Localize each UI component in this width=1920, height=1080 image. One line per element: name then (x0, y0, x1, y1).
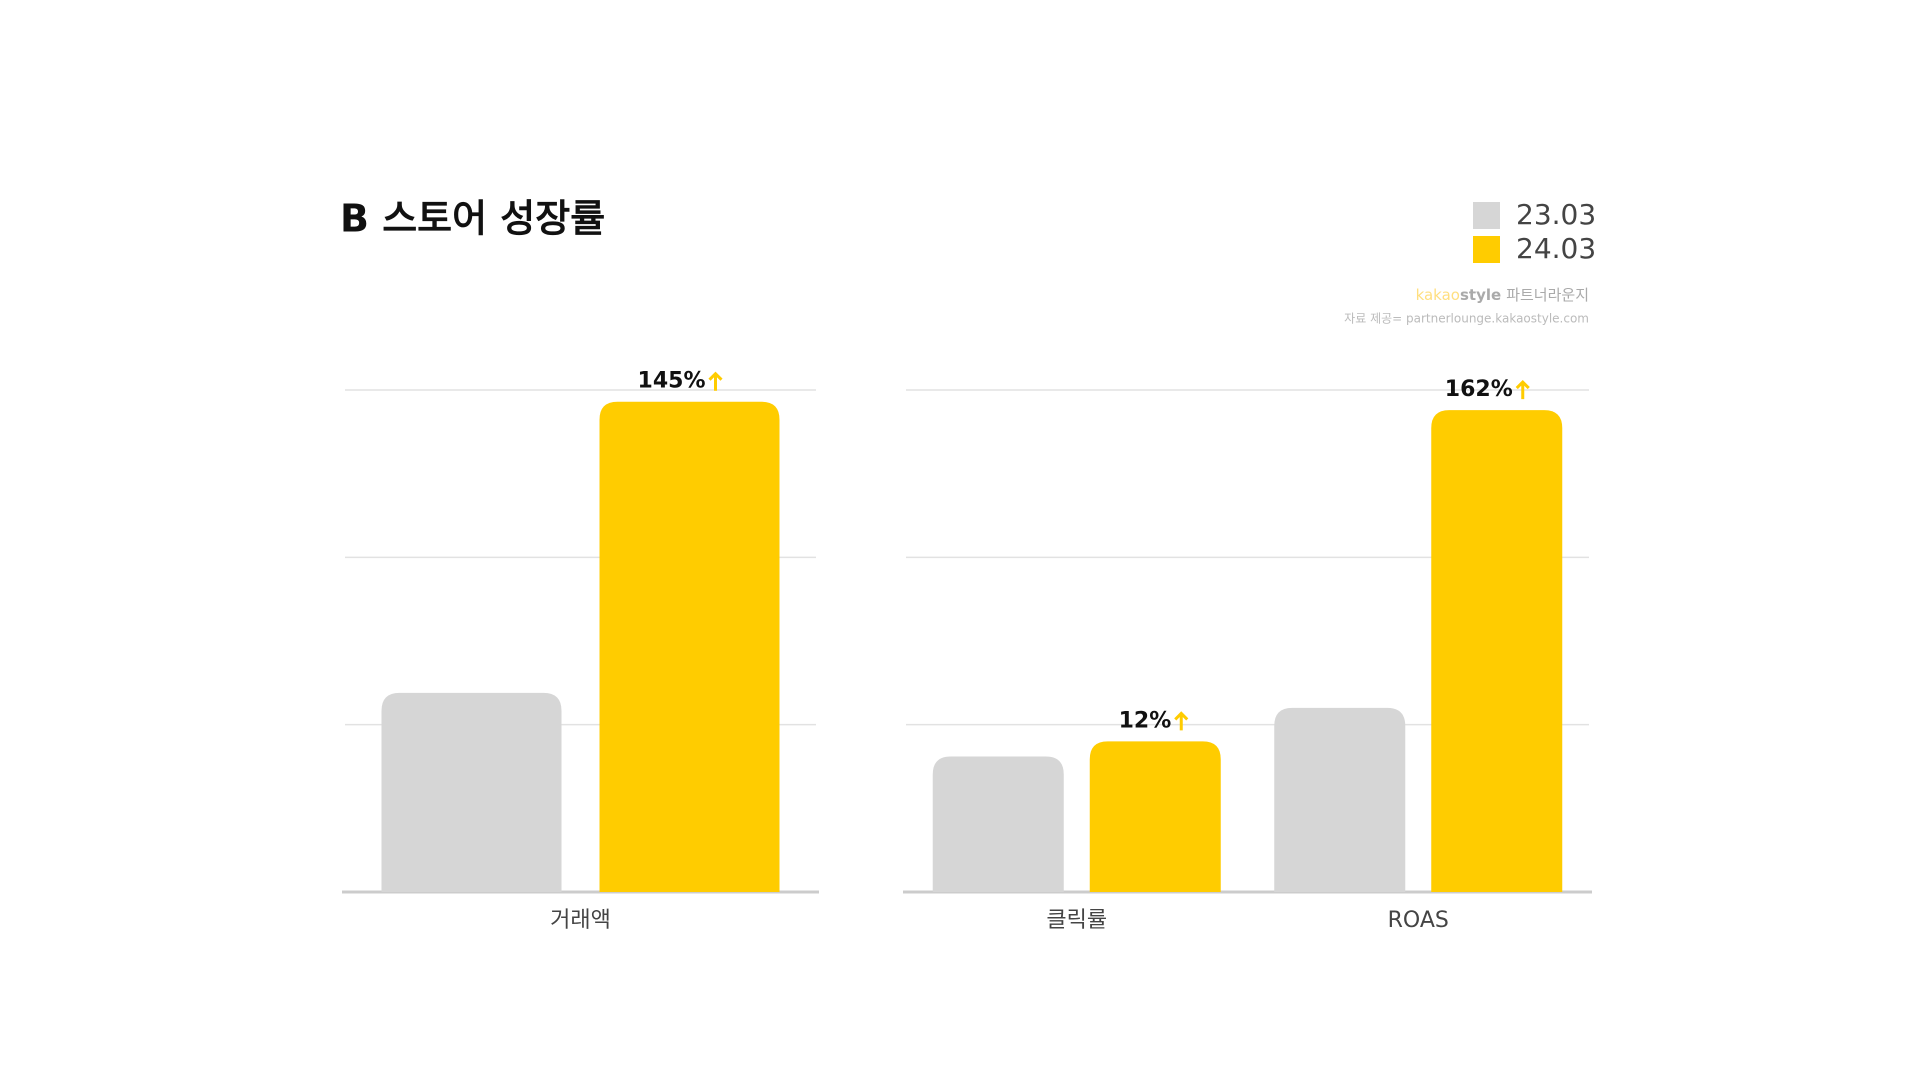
bar (1431, 410, 1563, 892)
x-tick-label: ROAS (1388, 908, 1449, 933)
growth-arrow (1174, 711, 1189, 731)
legend-label: 24.03 (1516, 232, 1596, 265)
bar (599, 401, 780, 892)
growth-label: 145% (638, 369, 706, 394)
x-tick-label: 거래액 (550, 908, 611, 933)
chart-title: B 스토어 성장률 (340, 197, 605, 241)
growth-label: 12% (1119, 708, 1172, 733)
brand-lounge: 파트너라운지 (1506, 286, 1589, 304)
legend-label: 23.03 (1516, 198, 1596, 231)
brand-kakao: kakao (1416, 286, 1460, 304)
bar (1089, 741, 1221, 892)
source-brand: kakaostyle 파트너라운지 (1416, 286, 1589, 304)
brand-style: style (1460, 286, 1501, 304)
growth-arrow (1515, 379, 1530, 400)
bar (932, 756, 1064, 892)
legend-swatch (1473, 202, 1500, 229)
bar (1274, 707, 1406, 892)
x-tick-label: 클릭률 (1046, 908, 1107, 933)
source-credit: 자료 제공= partnerlounge.kakaostyle.com (1344, 312, 1589, 326)
bar (381, 692, 562, 892)
growth-arrow (708, 371, 723, 391)
growth-label: 162% (1445, 377, 1513, 402)
legend-swatch (1473, 236, 1500, 263)
